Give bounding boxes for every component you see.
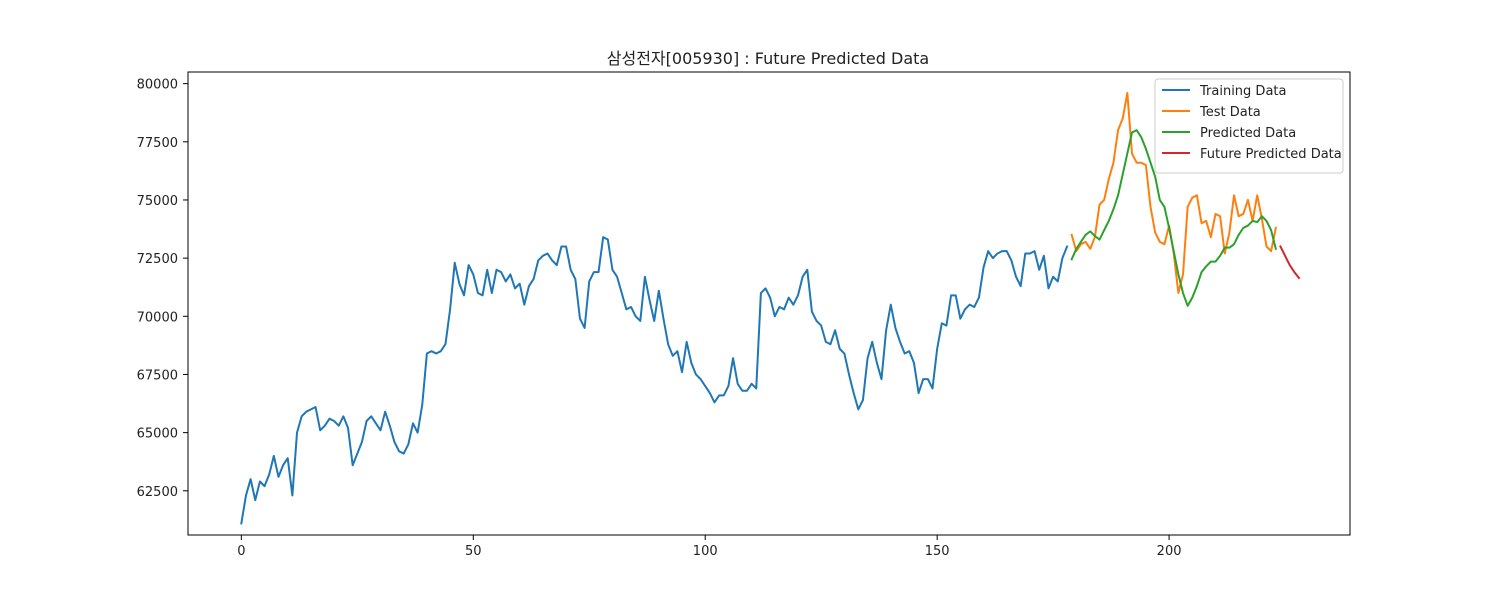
x-axis: 0 50 100 150 200: [237, 535, 1182, 559]
x-tick-label: 200: [1157, 544, 1182, 559]
y-tick-label: 65000: [137, 427, 178, 442]
legend-box: [1154, 78, 1344, 174]
series-line-training-data: [240, 236, 1069, 525]
x-tick-label: 50: [465, 544, 482, 559]
legend-label: Training Data: [1199, 84, 1286, 99]
y-tick-label: 77500: [137, 136, 178, 151]
series-line-future-predicted-data: [1279, 245, 1301, 280]
y-tick-label: 80000: [137, 78, 178, 93]
y-tick-label: 67500: [137, 368, 178, 383]
legend-label: Test Data: [1199, 105, 1261, 120]
series-layer: [240, 91, 1301, 525]
y-tick-label: 75000: [137, 194, 178, 209]
legend: Training Data Test Data Predicted Data Futu…: [1154, 78, 1344, 174]
chart-title: 삼성전자[005930] : Future Predicted Data: [607, 49, 929, 68]
x-tick-label: 0: [237, 544, 245, 559]
y-axis: 62500 65000 67500 70000 72500 75000 77500 80000: [137, 78, 188, 500]
plot-area: [187, 71, 1351, 536]
y-tick-label: 72500: [137, 252, 178, 267]
x-tick-label: 100: [693, 544, 718, 559]
legend-label: Predicted Data: [1200, 126, 1296, 141]
series-line-predicted-data: [1070, 129, 1277, 307]
x-tick-label: 150: [925, 544, 950, 559]
plot-frame: [187, 71, 1351, 536]
legend-label: Future Predicted Data: [1200, 147, 1342, 162]
y-tick-label: 70000: [137, 310, 178, 325]
y-tick-label: 62500: [137, 485, 178, 500]
